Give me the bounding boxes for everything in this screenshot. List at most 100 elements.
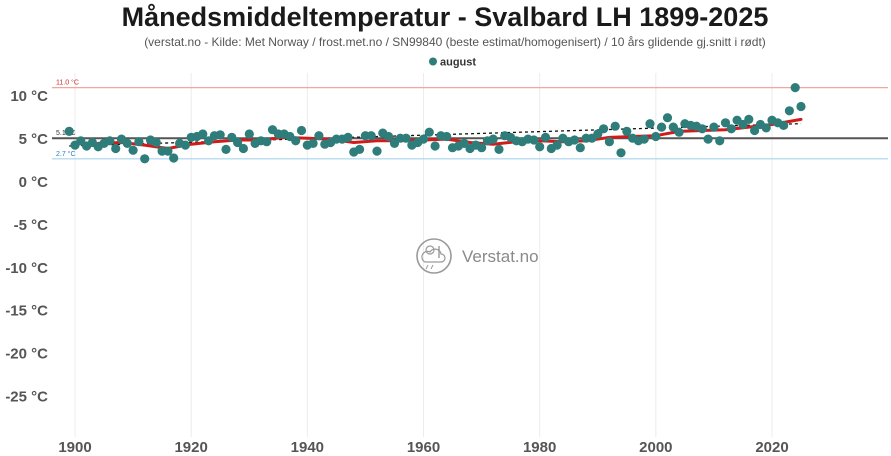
y-tick-label: -20 °C: [5, 346, 48, 363]
data-point[interactable]: [430, 141, 440, 151]
data-point[interactable]: [343, 132, 353, 142]
watermark-text: Verstat.no: [462, 247, 539, 266]
trend-line: [69, 123, 802, 147]
data-point[interactable]: [105, 136, 115, 146]
watermark: Verstat.no: [416, 238, 539, 274]
data-point[interactable]: [761, 123, 771, 133]
y-tick-label: -15 °C: [5, 303, 48, 320]
x-gridlines: [74, 73, 773, 437]
data-point[interactable]: [552, 140, 562, 150]
y-tick-label: -10 °C: [5, 260, 48, 277]
weather-logo-sun: [425, 245, 435, 255]
data-point[interactable]: [796, 101, 806, 112]
data-point[interactable]: [163, 146, 173, 156]
data-point[interactable]: [180, 140, 190, 150]
x-tick-label: 1920: [174, 439, 207, 456]
data-point[interactable]: [488, 134, 498, 144]
legend-marker: [429, 57, 437, 66]
data-point[interactable]: [604, 137, 615, 147]
data-point[interactable]: [651, 131, 661, 142]
data-point[interactable]: [140, 154, 150, 164]
data-point[interactable]: [662, 113, 673, 123]
weather-logo-icon: [416, 238, 452, 274]
data-point[interactable]: [401, 133, 411, 143]
data-point[interactable]: [616, 148, 626, 158]
chart-subtitle: (verstat.no - Kilde: Met Norway / frost.…: [144, 35, 766, 49]
x-tick-label: 1940: [291, 439, 324, 456]
legend-label: august: [440, 57, 476, 69]
x-tick-label: 1960: [407, 439, 440, 456]
data-point[interactable]: [442, 131, 452, 142]
data-point[interactable]: [355, 144, 365, 154]
data-point[interactable]: [715, 136, 725, 146]
data-point[interactable]: [575, 143, 585, 153]
data-point[interactable]: [529, 135, 539, 145]
data-point[interactable]: [645, 119, 655, 129]
data-point[interactable]: [198, 129, 208, 139]
weather-logo-rain: [430, 264, 434, 270]
y-tick-label: -25 °C: [5, 389, 48, 406]
data-point[interactable]: [169, 153, 179, 163]
y-tick-label: 10 °C: [10, 88, 48, 105]
reference-line-label: 11.0 °C: [56, 79, 79, 87]
x-tick-label: 2020: [755, 439, 788, 456]
weather-logo-cloud: [421, 248, 446, 263]
x-tick-label: 1980: [523, 439, 556, 456]
data-point[interactable]: [314, 131, 324, 141]
data-point[interactable]: [639, 134, 649, 144]
data-point[interactable]: [569, 135, 580, 145]
data-point[interactable]: [262, 137, 272, 147]
data-point[interactable]: [720, 118, 731, 128]
data-point[interactable]: [494, 144, 504, 154]
data-point[interactable]: [151, 137, 161, 148]
y-tick-label: 0 °C: [19, 174, 49, 191]
data-point[interactable]: [221, 144, 231, 154]
data-point[interactable]: [291, 136, 301, 146]
data-point[interactable]: [610, 121, 620, 131]
data-point[interactable]: [238, 143, 248, 154]
data-point[interactable]: [540, 132, 551, 142]
data-point[interactable]: [372, 146, 382, 156]
x-tick-label: 2000: [639, 439, 672, 456]
data-point[interactable]: [779, 120, 789, 130]
data-point[interactable]: [674, 127, 684, 137]
weather-logo-rain: [425, 264, 429, 270]
legend[interactable]: august: [429, 57, 476, 69]
data-point[interactable]: [657, 122, 667, 132]
data-point[interactable]: [477, 143, 487, 153]
data-point[interactable]: [215, 130, 225, 140]
data-point[interactable]: [418, 134, 429, 144]
data-point[interactable]: [384, 131, 394, 142]
x-tick-label: 1900: [58, 439, 91, 456]
data-points: [64, 83, 806, 164]
data-point[interactable]: [726, 124, 736, 134]
data-point[interactable]: [703, 134, 713, 144]
data-point[interactable]: [599, 124, 609, 134]
data-point[interactable]: [296, 125, 307, 136]
data-point[interactable]: [122, 138, 132, 148]
data-point[interactable]: [366, 131, 376, 141]
data-point[interactable]: [111, 143, 121, 154]
y-tick-label: 5 °C: [19, 131, 49, 148]
reference-line-label: 2.7 °C: [56, 150, 76, 158]
data-point[interactable]: [784, 106, 795, 116]
data-point[interactable]: [709, 122, 719, 132]
data-point[interactable]: [233, 137, 243, 148]
data-point[interactable]: [128, 145, 138, 155]
data-point[interactable]: [790, 83, 800, 93]
chart-title: Månedsmiddeltemperatur - Svalbard LH 189…: [122, 2, 769, 32]
data-point[interactable]: [64, 126, 74, 136]
data-point[interactable]: [622, 126, 632, 136]
data-point[interactable]: [244, 129, 254, 139]
data-point[interactable]: [697, 124, 707, 134]
data-point[interactable]: [750, 125, 760, 136]
data-point[interactable]: [134, 137, 144, 147]
y-axis: 10 °C 5 °C 0 °C -5 °C -10 °C -15 °C -20 °C -25 …: [5, 88, 48, 405]
data-point[interactable]: [744, 114, 754, 124]
data-point[interactable]: [424, 127, 434, 137]
data-point[interactable]: [308, 138, 318, 148]
data-point[interactable]: [535, 142, 545, 152]
x-axis: 1900 1920 1940 1960 1980 2000 2020: [58, 439, 788, 456]
y-tick-label: -5 °C: [14, 217, 49, 234]
